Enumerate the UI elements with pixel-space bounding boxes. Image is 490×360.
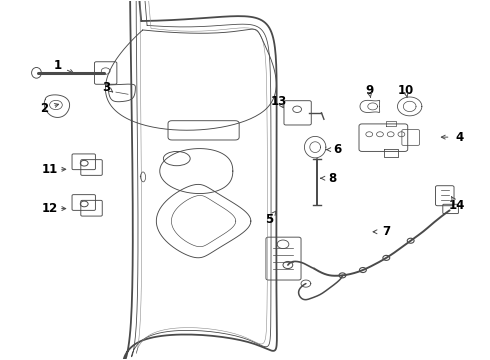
Text: 5: 5 (265, 213, 273, 226)
Text: 1: 1 (53, 59, 61, 72)
Text: 14: 14 (449, 198, 465, 212)
Text: 12: 12 (42, 202, 58, 215)
Text: 10: 10 (398, 84, 414, 97)
Text: 8: 8 (329, 172, 337, 185)
Text: 13: 13 (271, 95, 287, 108)
Text: 9: 9 (365, 84, 373, 97)
Text: 3: 3 (102, 81, 110, 94)
Text: 7: 7 (382, 225, 391, 238)
Text: 2: 2 (40, 102, 49, 115)
Text: 4: 4 (455, 131, 464, 144)
Text: 11: 11 (42, 163, 58, 176)
Text: 6: 6 (334, 143, 342, 156)
